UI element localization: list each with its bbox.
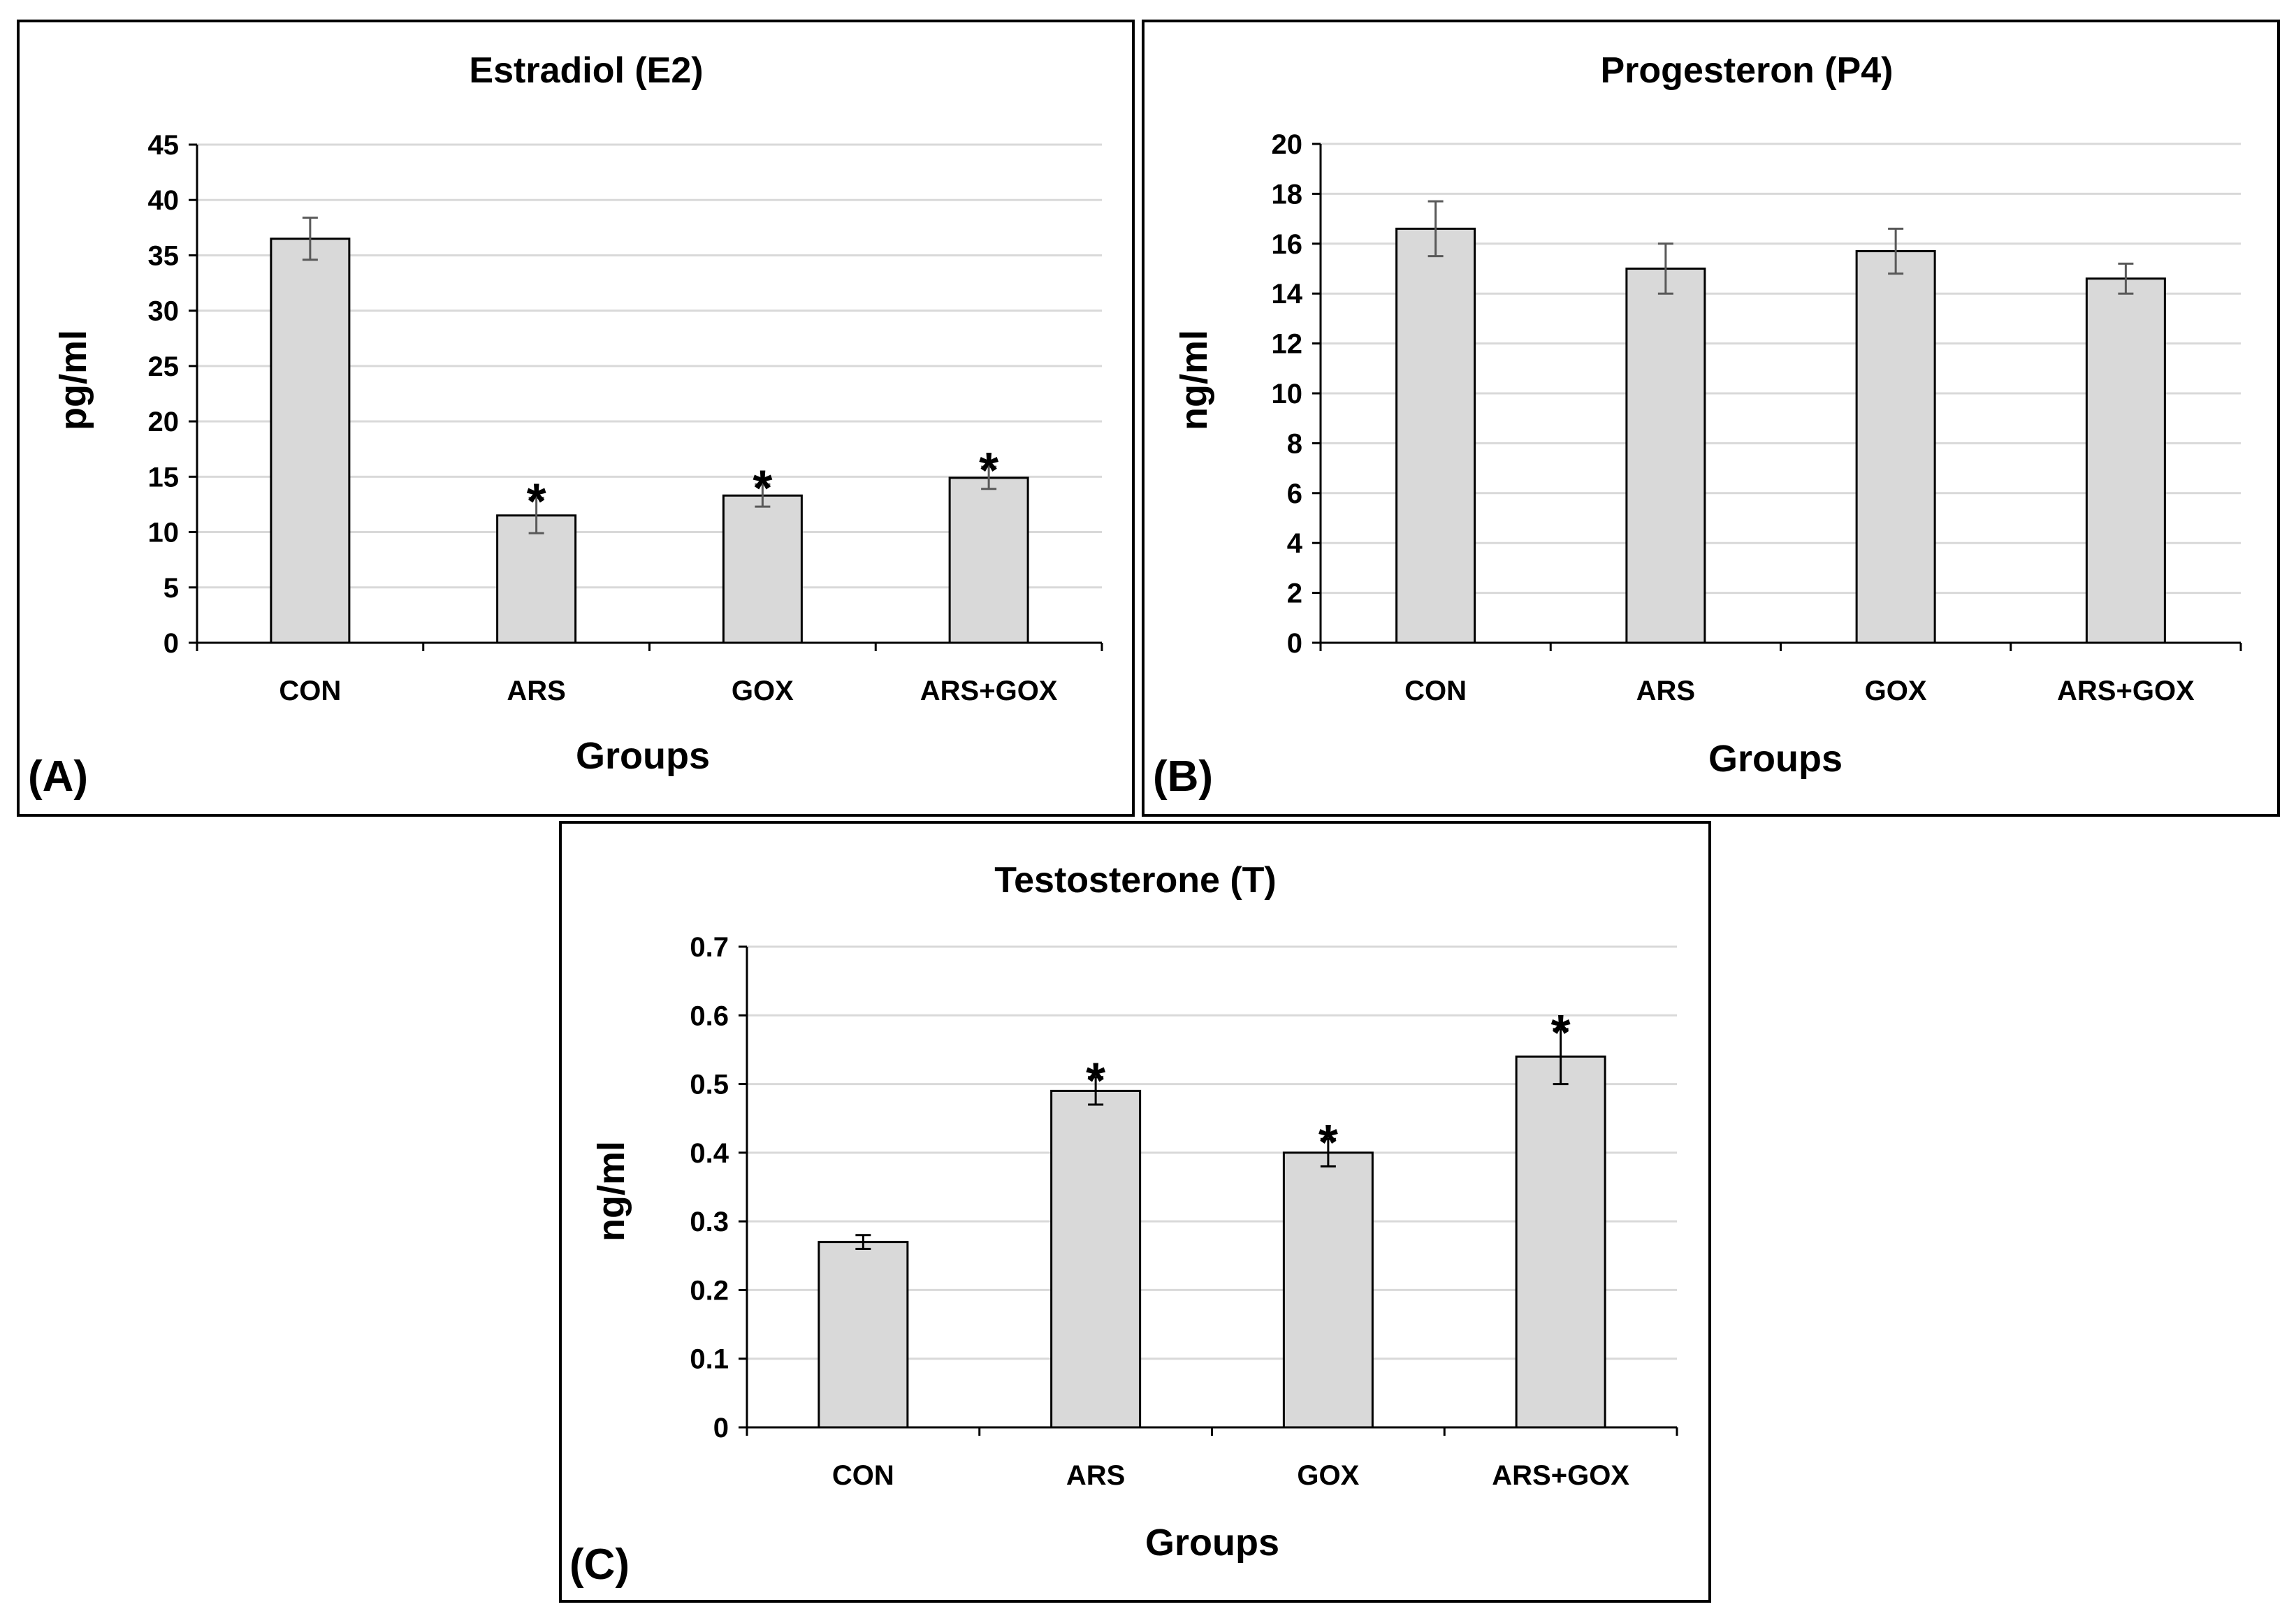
panel-a-category-label: CON: [279, 676, 341, 706]
panel-b-ytick-label: 16: [1272, 229, 1303, 260]
panel-a-ytick-label: 35: [148, 240, 180, 271]
panel-a-significance-star: *: [979, 443, 998, 499]
panel-c-category-label: CON: [832, 1460, 894, 1491]
panel-c-ytick-label: 0.1: [690, 1344, 729, 1375]
panel-a-category-label: GOX: [732, 676, 794, 706]
panel-c-bar-ars: [1050, 1089, 1142, 1429]
panel-a-label: (A): [28, 752, 88, 801]
panel-a-bar-gox: [722, 494, 803, 644]
panel-c-ytick-label: 0.4: [690, 1138, 729, 1169]
panel-a-category-label: ARS: [507, 676, 565, 706]
panel-c-frame: [559, 821, 1711, 1603]
panel-c-plot: 0 0.1 0.2 0.3 0.4 0.5 0.6 0.7 * * * CON ARS GOX ARS+GO…: [690, 932, 1678, 1491]
panel-b-ytick-label: 4: [1287, 528, 1303, 559]
panel-c-label: (C): [569, 1541, 630, 1589]
panel-c-title: Testosterone (T): [994, 860, 1277, 901]
panel-a-ytick-label: 20: [148, 407, 180, 437]
panel-a-ylabel: pg/ml: [52, 330, 94, 430]
panel-b-title: Progesteron (P4): [1601, 50, 1894, 91]
panel-a-ytick-label: 25: [148, 351, 180, 382]
panel-c-category-label: ARS: [1066, 1460, 1125, 1491]
panel-b-error-bar: [1427, 200, 1444, 258]
panel-c-error-bar: [1320, 1137, 1336, 1168]
panel-b-ytick-label: 12: [1272, 329, 1303, 360]
panel-b-bar-ars: [1625, 268, 1706, 644]
panel-c-ytick-label: 0: [713, 1413, 729, 1443]
panel-a-error-bar: [981, 465, 997, 490]
panel-c-bar-con: [818, 1241, 909, 1429]
panel-b-error-bar: [1657, 242, 1673, 295]
panel-b: Progesteron (P4) 0 2 4 6 8 10 12 14 16 18 20 CON ARS…: [1142, 20, 2280, 817]
panel-a-bar-ars-gox: [948, 476, 1029, 644]
panel-c-significance-star: *: [1086, 1054, 1105, 1109]
panel-c-bar-ars-gox: [1515, 1055, 1606, 1429]
panel-b-frame: [1142, 20, 2280, 817]
panel-c-category-label: ARS+GOX: [1492, 1460, 1629, 1491]
panel-b-ytick-label: 0: [1287, 628, 1302, 659]
panel-a-ytick-label: 40: [148, 185, 180, 216]
panel-a-frame: [17, 20, 1135, 817]
panel-c: Testosterone (T) 0 0.1 0.2 0.3 0.4 0.5 0.6 0.7 *…: [559, 821, 1711, 1603]
panel-c-ytick-label: 0.6: [690, 1000, 729, 1031]
panel-a-xlabel: Groups: [576, 735, 710, 777]
panel-b-label: (B): [1153, 752, 1213, 801]
panel-a-bar-ars: [496, 514, 577, 644]
panel-b-plot: 0 2 4 6 8 10 12 14 16 18 20 CON ARS GOX ARS+GOX: [1272, 129, 2242, 706]
panel-c-ytick-label: 0.7: [690, 932, 729, 963]
panel-a-ytick-label: 10: [148, 518, 180, 548]
panel-c-ylabel: ng/ml: [590, 1141, 632, 1242]
panel-b-category-label: ARS+GOX: [2057, 676, 2195, 706]
panel-b-category-label: CON: [1404, 676, 1467, 706]
panel-b-xlabel: Groups: [1708, 738, 1843, 780]
panel-c-xlabel: Groups: [1145, 1522, 1279, 1564]
panel-a-significance-star: *: [527, 474, 546, 530]
panel-a-ytick-label: 0: [164, 628, 179, 659]
panel-b-bar-ars-gox: [2085, 277, 2166, 644]
panel-a-error-bar: [528, 496, 544, 534]
panel-b-bar-con: [1395, 227, 1476, 644]
panel-b-category-label: GOX: [1865, 676, 1927, 706]
panel-b-category-label: ARS: [1636, 676, 1695, 706]
panel-b-error-bar: [1888, 227, 1904, 275]
panel-b-ytick-label: 18: [1272, 179, 1303, 210]
panel-b-ytick-label: 20: [1272, 129, 1303, 160]
panel-b-ytick-label: 10: [1272, 379, 1303, 409]
panel-a-ytick-label: 30: [148, 296, 180, 327]
panel-a-ytick-label: 45: [148, 130, 180, 161]
panel-a-plot: 0 5 10 15 20 25 30 35 40 45 * * * CON ARS GOX ARS+GOX: [148, 130, 1103, 706]
panel-c-ytick-label: 0.2: [690, 1275, 729, 1306]
panel-b-ylabel: ng/ml: [1173, 330, 1215, 430]
panel-a-ytick-label: 5: [164, 573, 179, 604]
panel-c-bar-gox: [1282, 1151, 1374, 1429]
panel-b-error-bar: [2118, 262, 2134, 295]
panel-c-ytick-label: 0.3: [690, 1207, 729, 1237]
panel-a-ytick-label: 15: [148, 462, 180, 493]
panel-c-category-label: GOX: [1297, 1460, 1359, 1491]
panel-a: Estradiol (E2) 0 5 10 15 20 25 30 35 40 45 * * * CON A…: [17, 20, 1135, 817]
panel-b-ytick-label: 8: [1287, 428, 1302, 459]
panel-b-ytick-label: 14: [1272, 279, 1303, 310]
panel-c-error-bar: [1553, 1028, 1569, 1086]
panel-b-ytick-label: 2: [1287, 578, 1302, 609]
panel-b-ytick-label: 6: [1287, 479, 1302, 509]
panel-c-ytick-label: 0.5: [690, 1070, 729, 1100]
panel-a-significance-star: *: [753, 460, 772, 516]
panel-c-significance-star: *: [1551, 1005, 1571, 1061]
panel-a-error-bar: [302, 217, 318, 261]
panel-a-error-bar: [755, 483, 771, 508]
panel-b-bar-gox: [1855, 250, 1936, 644]
panel-c-error-bar: [855, 1234, 871, 1250]
panel-a-category-label: ARS+GOX: [920, 676, 1058, 706]
panel-c-error-bar: [1088, 1076, 1104, 1106]
panel-a-title: Estradiol (E2): [469, 50, 703, 91]
panel-a-bar-con: [270, 238, 351, 644]
panel-c-significance-star: *: [1318, 1115, 1338, 1171]
